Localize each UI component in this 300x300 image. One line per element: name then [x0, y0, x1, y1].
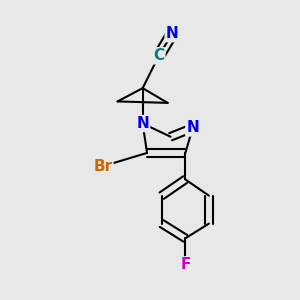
Text: N: N	[166, 26, 178, 41]
Text: Br: Br	[93, 159, 112, 174]
Text: C: C	[153, 48, 164, 63]
Text: N: N	[186, 120, 199, 135]
Text: N: N	[136, 116, 149, 131]
Text: F: F	[180, 257, 190, 272]
